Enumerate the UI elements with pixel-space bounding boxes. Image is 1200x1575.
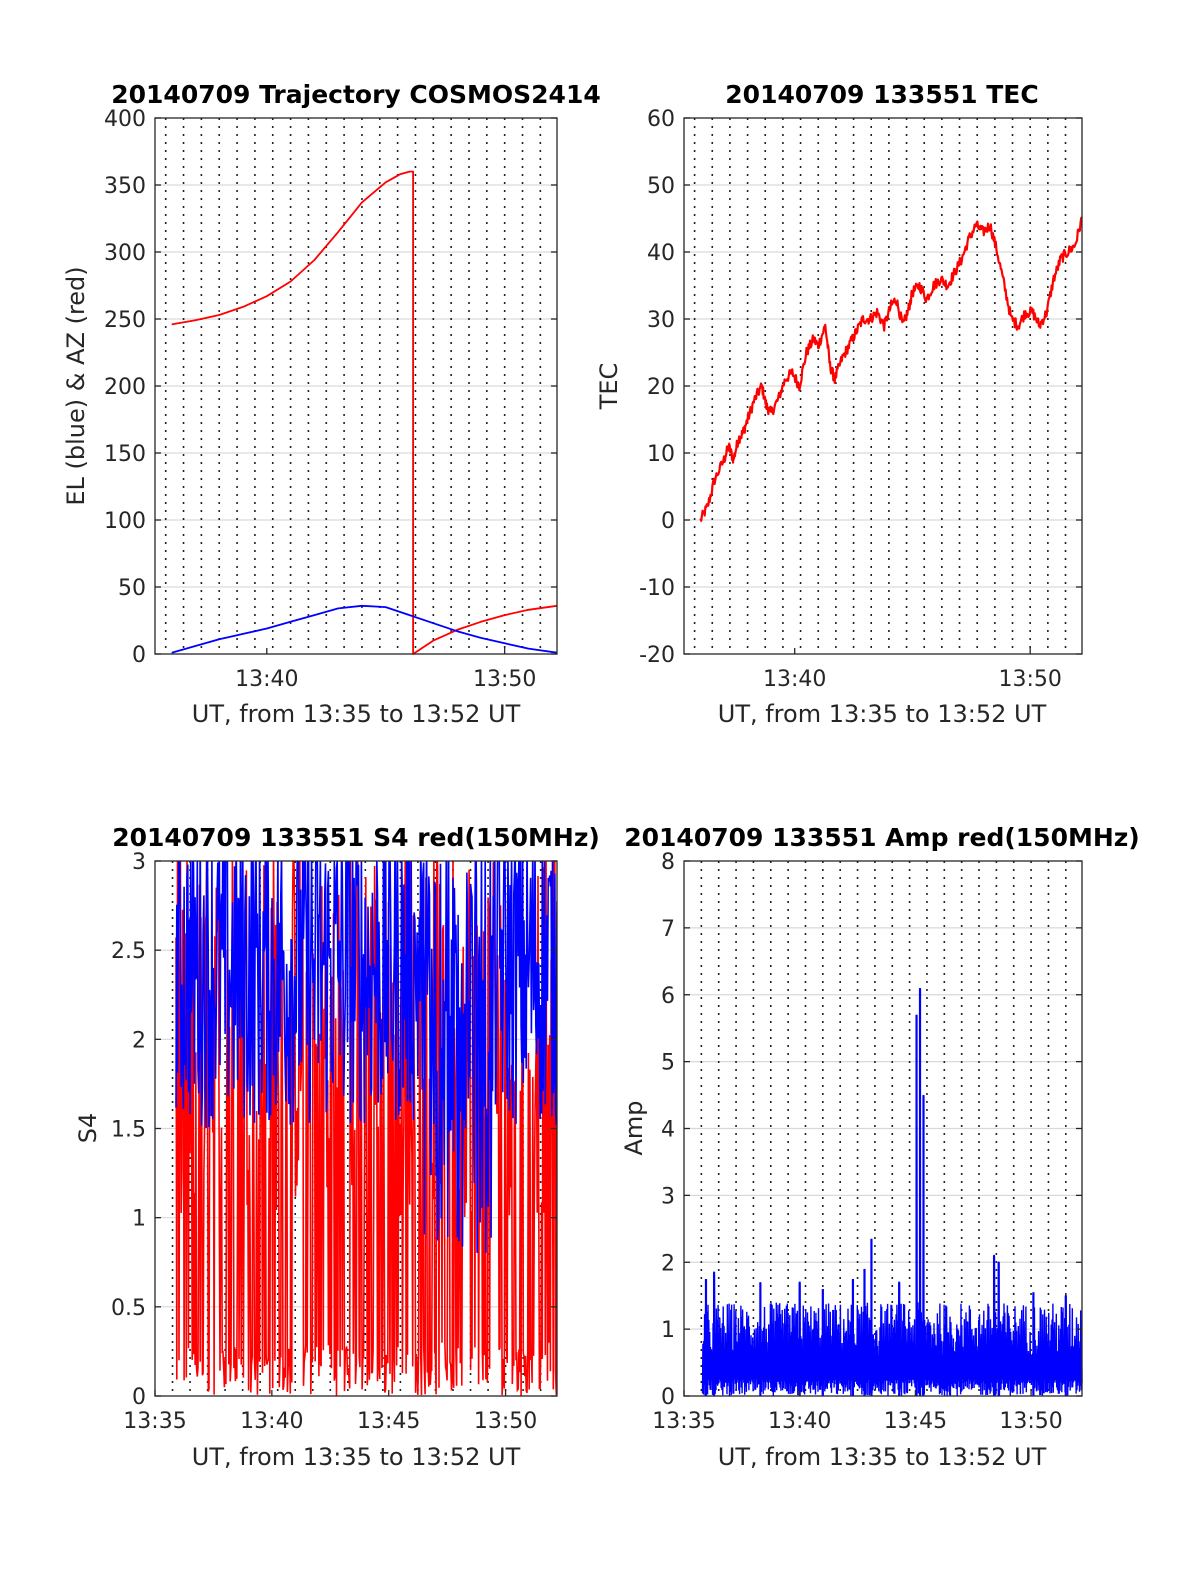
trajectory-chart: 20140709 Trajectory COSMOS2414 0 50 100 150… — [62, 80, 601, 728]
y-tick-label: 100 — [104, 509, 146, 534]
y-axis-label: EL (blue) & AZ (red) — [62, 266, 90, 505]
y-tick-label: 50 — [118, 576, 146, 601]
series-line — [701, 988, 1083, 1397]
chart-title: 20140709 Trajectory COSMOS2414 — [111, 80, 601, 109]
series-line — [171, 604, 558, 654]
y-tick-label: 300 — [104, 241, 146, 266]
y-axis-label: Amp — [620, 1100, 648, 1155]
x-tick-label: 13:40 — [240, 1409, 303, 1434]
x-tick-label: 13:40 — [768, 1409, 831, 1434]
y-tick-label: 6 — [661, 984, 675, 1009]
chart-title: 20140709 133551 TEC — [725, 80, 1038, 109]
y-tick-label: 5 — [661, 1051, 675, 1076]
y-tick-label: 200 — [104, 375, 146, 400]
y-axis-label: S4 — [74, 1113, 102, 1144]
chart-title: 20140709 133551 Amp red(150MHz) — [624, 823, 1140, 852]
x-tick-label: 13:40 — [763, 667, 826, 692]
y-tick-label: 0 — [132, 643, 146, 668]
x-tick-label: 13:50 — [474, 1409, 537, 1434]
y-tick-label: 0 — [661, 1385, 675, 1410]
y-tick-label: 50 — [647, 174, 675, 199]
y-tick-label: 250 — [104, 308, 146, 333]
y-tick-label: 7 — [661, 917, 675, 942]
y-tick-label: 2.5 — [111, 939, 146, 964]
y-tick-label: 2 — [661, 1251, 675, 1276]
y-tick-label: 30 — [647, 308, 675, 333]
x-tick-label: 13:45 — [357, 1409, 420, 1434]
x-axis-label: UT, from 13:35 to 13:52 UT — [192, 700, 521, 728]
y-tick-label: 3 — [661, 1184, 675, 1209]
x-tick-label: 13:45 — [884, 1409, 947, 1434]
y-tick-label: 2 — [132, 1028, 146, 1053]
tec-chart: 20140709 133551 TEC -20 -10 0 10 20 30 40 50 60 1… — [595, 80, 1083, 728]
y-tick-label: -20 — [639, 643, 675, 668]
y-tick-label: 1.5 — [111, 1118, 146, 1143]
amp-chart: 20140709 133551 Amp red(150MHz) 0 1 2 3 4 5 6 7… — [620, 823, 1140, 1471]
y-tick-label: 150 — [104, 442, 146, 467]
y-tick-label: 0 — [661, 509, 675, 534]
y-tick-label: -10 — [639, 576, 675, 601]
y-tick-label: 8 — [661, 850, 675, 875]
y-tick-label: 40 — [647, 241, 675, 266]
y-tick-label: 400 — [104, 107, 146, 132]
y-tick-label: 0.5 — [111, 1296, 146, 1321]
x-tick-label: 13:50 — [473, 667, 536, 692]
y-tick-label: 0 — [132, 1385, 146, 1410]
y-tick-label: 3 — [132, 850, 146, 875]
y-axis-label: TEC — [595, 363, 623, 411]
y-tick-label: 60 — [647, 107, 675, 132]
y-tick-label: 1 — [132, 1207, 146, 1232]
x-axis-label: UT, from 13:35 to 13:52 UT — [718, 700, 1047, 728]
y-tick-label: 350 — [104, 174, 146, 199]
s4-chart: 20140709 133551 S4 red(150MHz) 0 0.5 1 1.5 2… — [74, 823, 600, 1471]
series-line — [175, 861, 557, 1253]
y-tick-label: 1 — [661, 1318, 675, 1343]
y-tick-label: 10 — [647, 442, 675, 467]
x-axis-label: UT, from 13:35 to 13:52 UT — [718, 1443, 1047, 1471]
y-tick-label: 4 — [661, 1118, 675, 1143]
chart-title: 20140709 133551 S4 red(150MHz) — [112, 823, 600, 852]
x-tick-label: 13:40 — [235, 667, 298, 692]
series-line — [171, 170, 558, 655]
series-line — [699, 216, 1083, 522]
x-tick-label: 13:50 — [998, 667, 1061, 692]
x-axis-label: UT, from 13:35 to 13:52 UT — [192, 1443, 521, 1471]
x-tick-label: 13:50 — [999, 1409, 1062, 1434]
x-tick-label: 13:35 — [652, 1409, 715, 1434]
y-tick-label: 20 — [647, 375, 675, 400]
x-tick-label: 13:35 — [123, 1409, 186, 1434]
